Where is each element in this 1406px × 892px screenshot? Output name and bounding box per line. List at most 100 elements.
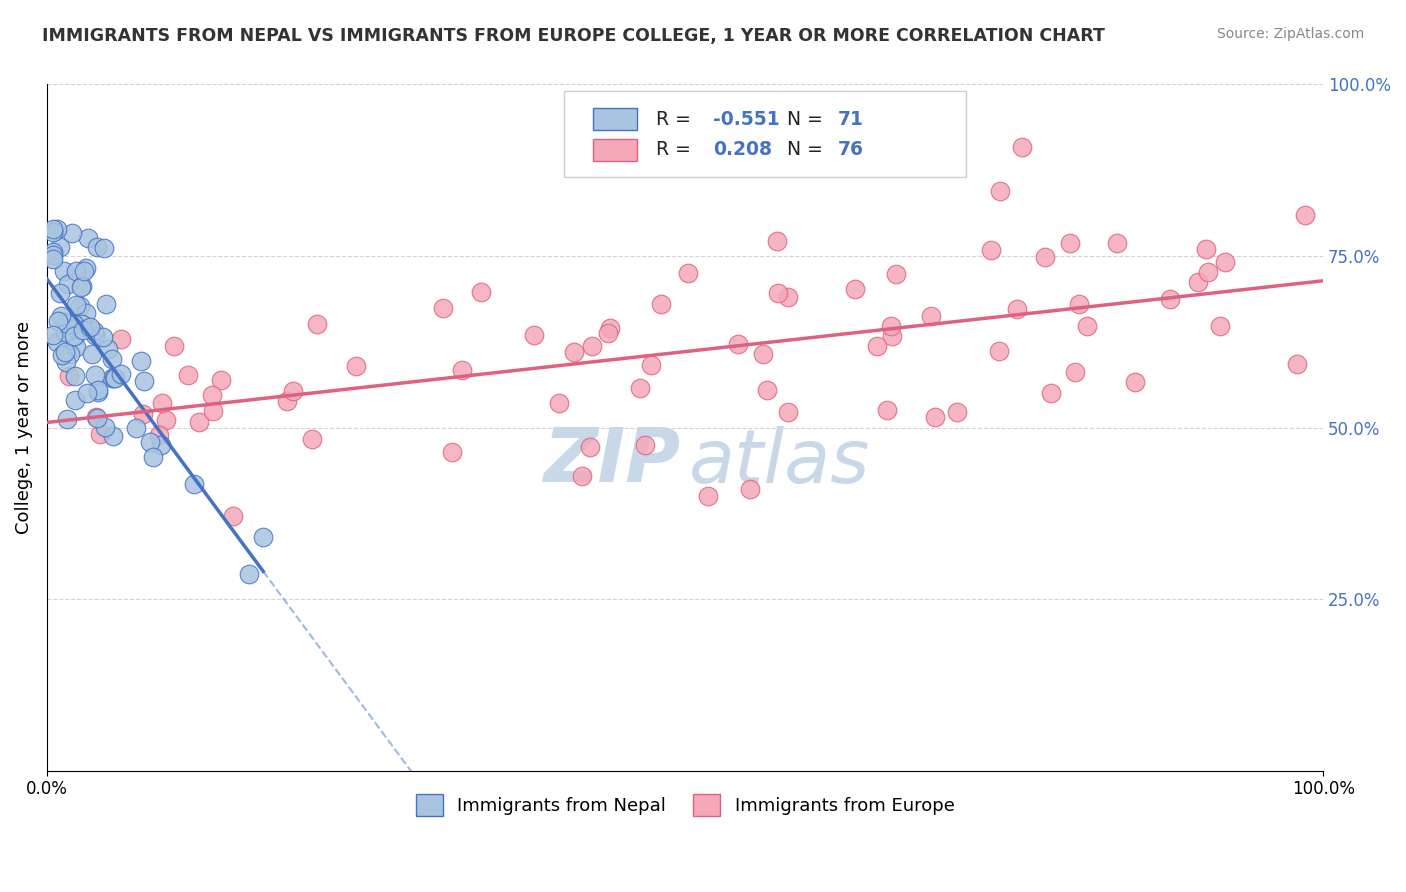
Point bbox=[97, 342, 120, 356]
Point bbox=[276, 394, 298, 409]
Point bbox=[86, 240, 108, 254]
Point bbox=[876, 403, 898, 417]
Point bbox=[132, 374, 155, 388]
Point bbox=[101, 351, 124, 366]
Point bbox=[65, 264, 87, 278]
Point bbox=[946, 405, 969, 419]
Point bbox=[42, 248, 65, 262]
Point bbox=[581, 339, 603, 353]
Point bbox=[1067, 297, 1090, 311]
Point bbox=[87, 384, 110, 399]
Point bbox=[301, 432, 323, 446]
Legend: Immigrants from Nepal, Immigrants from Europe: Immigrants from Nepal, Immigrants from E… bbox=[408, 787, 962, 823]
Text: R =: R = bbox=[655, 140, 696, 159]
Point bbox=[987, 343, 1010, 358]
Point bbox=[84, 327, 107, 342]
Text: IMMIGRANTS FROM NEPAL VS IMMIGRANTS FROM EUROPE COLLEGE, 1 YEAR OR MORE CORRELAT: IMMIGRANTS FROM NEPAL VS IMMIGRANTS FROM… bbox=[42, 27, 1105, 45]
Text: N =: N = bbox=[787, 110, 830, 129]
Point bbox=[523, 328, 546, 343]
Point bbox=[42, 252, 65, 266]
Point bbox=[138, 434, 160, 449]
Point bbox=[697, 489, 720, 503]
Point bbox=[884, 267, 907, 281]
Point bbox=[62, 318, 84, 333]
Point bbox=[89, 427, 111, 442]
Point bbox=[142, 450, 165, 464]
Point bbox=[756, 383, 779, 397]
Point bbox=[94, 297, 117, 311]
Point bbox=[72, 278, 94, 293]
Point bbox=[450, 363, 472, 377]
Text: 76: 76 bbox=[838, 140, 865, 159]
Point bbox=[49, 240, 72, 254]
Point bbox=[222, 508, 245, 523]
Point bbox=[79, 320, 101, 334]
Point bbox=[49, 309, 72, 323]
Point bbox=[69, 279, 91, 293]
Point bbox=[58, 317, 80, 331]
FancyBboxPatch shape bbox=[593, 109, 637, 130]
Point bbox=[101, 371, 124, 385]
Point bbox=[42, 221, 65, 235]
Point bbox=[69, 299, 91, 313]
Point bbox=[65, 368, 87, 383]
Point bbox=[634, 438, 657, 452]
Point bbox=[132, 407, 155, 421]
Point bbox=[1295, 208, 1317, 222]
Text: R =: R = bbox=[655, 110, 696, 129]
Text: atlas: atlas bbox=[689, 425, 870, 498]
Point bbox=[93, 330, 115, 344]
Point bbox=[752, 347, 775, 361]
Point bbox=[86, 411, 108, 425]
Point bbox=[110, 332, 132, 346]
Point bbox=[49, 286, 72, 301]
Point bbox=[65, 340, 87, 354]
Point bbox=[844, 282, 866, 296]
Point bbox=[880, 329, 903, 343]
Point bbox=[988, 184, 1011, 198]
Point bbox=[125, 420, 148, 434]
Point bbox=[93, 241, 115, 255]
Y-axis label: College, 1 year or more: College, 1 year or more bbox=[15, 321, 32, 534]
Point bbox=[55, 345, 77, 359]
Point bbox=[104, 371, 127, 385]
Point bbox=[150, 395, 173, 409]
Point bbox=[628, 381, 651, 395]
Point bbox=[1195, 242, 1218, 256]
Point bbox=[440, 445, 463, 459]
Point bbox=[42, 327, 65, 342]
Point bbox=[63, 317, 86, 331]
Point bbox=[1039, 386, 1062, 401]
Point bbox=[1187, 275, 1209, 289]
Point bbox=[63, 329, 86, 343]
Text: Source: ZipAtlas.com: Source: ZipAtlas.com bbox=[1216, 27, 1364, 41]
Point bbox=[727, 337, 749, 351]
Point bbox=[920, 309, 942, 323]
Point bbox=[42, 244, 65, 259]
Point bbox=[59, 347, 82, 361]
Point bbox=[866, 339, 889, 353]
Point bbox=[1035, 250, 1057, 264]
Point bbox=[75, 305, 97, 319]
Point bbox=[738, 482, 761, 496]
Point bbox=[80, 347, 103, 361]
Point bbox=[209, 373, 232, 387]
Point bbox=[778, 289, 800, 303]
Point bbox=[1005, 301, 1028, 316]
Point bbox=[51, 348, 73, 362]
Point bbox=[564, 345, 586, 359]
Point bbox=[238, 567, 260, 582]
Point bbox=[766, 286, 789, 301]
Point bbox=[60, 227, 83, 241]
Point bbox=[432, 301, 454, 315]
Point bbox=[776, 405, 799, 419]
Point bbox=[75, 260, 97, 275]
Point bbox=[87, 383, 110, 397]
Point bbox=[283, 384, 305, 399]
Point bbox=[1107, 235, 1129, 250]
Point bbox=[1285, 357, 1308, 371]
Point bbox=[307, 317, 329, 331]
Point bbox=[163, 339, 186, 353]
Point bbox=[86, 409, 108, 424]
Point bbox=[46, 313, 69, 327]
